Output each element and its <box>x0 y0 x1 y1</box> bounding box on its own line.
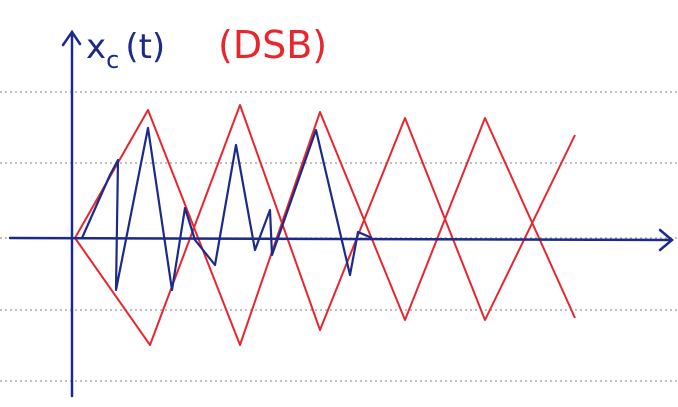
time-axis-arrow <box>658 228 674 252</box>
axis-label-subscript: c <box>106 46 119 74</box>
annotation: (DSB) <box>218 23 327 67</box>
envelope-line <box>74 109 576 346</box>
modulated-signal <box>80 126 373 292</box>
envelope <box>74 104 576 346</box>
axis-label: xc (t) <box>86 27 165 74</box>
axes <box>8 29 674 398</box>
time-axis <box>8 236 674 242</box>
value-axis-arrow <box>61 29 82 47</box>
axis-label-base: x <box>86 27 106 67</box>
ruled-lines <box>0 91 678 382</box>
envelope-line <box>74 104 576 346</box>
axis-label-suffix: (t) <box>125 27 165 67</box>
